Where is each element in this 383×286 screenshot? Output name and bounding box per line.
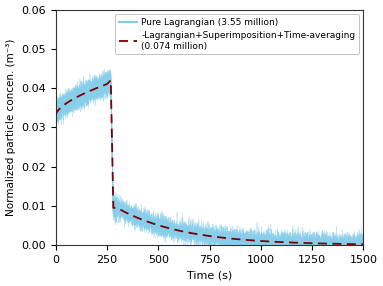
- -Lagrangian+Superimposition+Time-averaging
(0.074 million): [310, 242, 314, 245]
- Y-axis label: Normalized particle concen. (m⁻³): Normalized particle concen. (m⁻³): [6, 39, 16, 216]
- Legend: Pure Lagrangian (3.55 million), -Lagrangian+Superimposition+Time-averaging
(0.07: Pure Lagrangian (3.55 million), -Lagrang…: [115, 14, 359, 54]
- -Lagrangian+Superimposition+Time-averaging
(0.074 million): [108, 79, 113, 82]
- -Lagrangian+Superimposition+Time-averaging
(0.074 million): [53, 114, 58, 117]
- -Lagrangian+Superimposition+Time-averaging
(0.074 million): [360, 243, 365, 246]
- -Lagrangian+Superimposition+Time-averaging
(0.074 million): [228, 237, 232, 240]
- X-axis label: Time (s): Time (s): [187, 271, 232, 281]
- -Lagrangian+Superimposition+Time-averaging
(0.074 million): [194, 232, 199, 236]
- -Lagrangian+Superimposition+Time-averaging
(0.074 million): [86, 90, 90, 93]
- -Lagrangian+Superimposition+Time-averaging
(0.074 million): [361, 243, 366, 246]
- Line: -Lagrangian+Superimposition+Time-averaging
(0.074 million): -Lagrangian+Superimposition+Time-averagi…: [56, 80, 363, 244]
- -Lagrangian+Superimposition+Time-averaging
(0.074 million): [332, 242, 336, 245]
